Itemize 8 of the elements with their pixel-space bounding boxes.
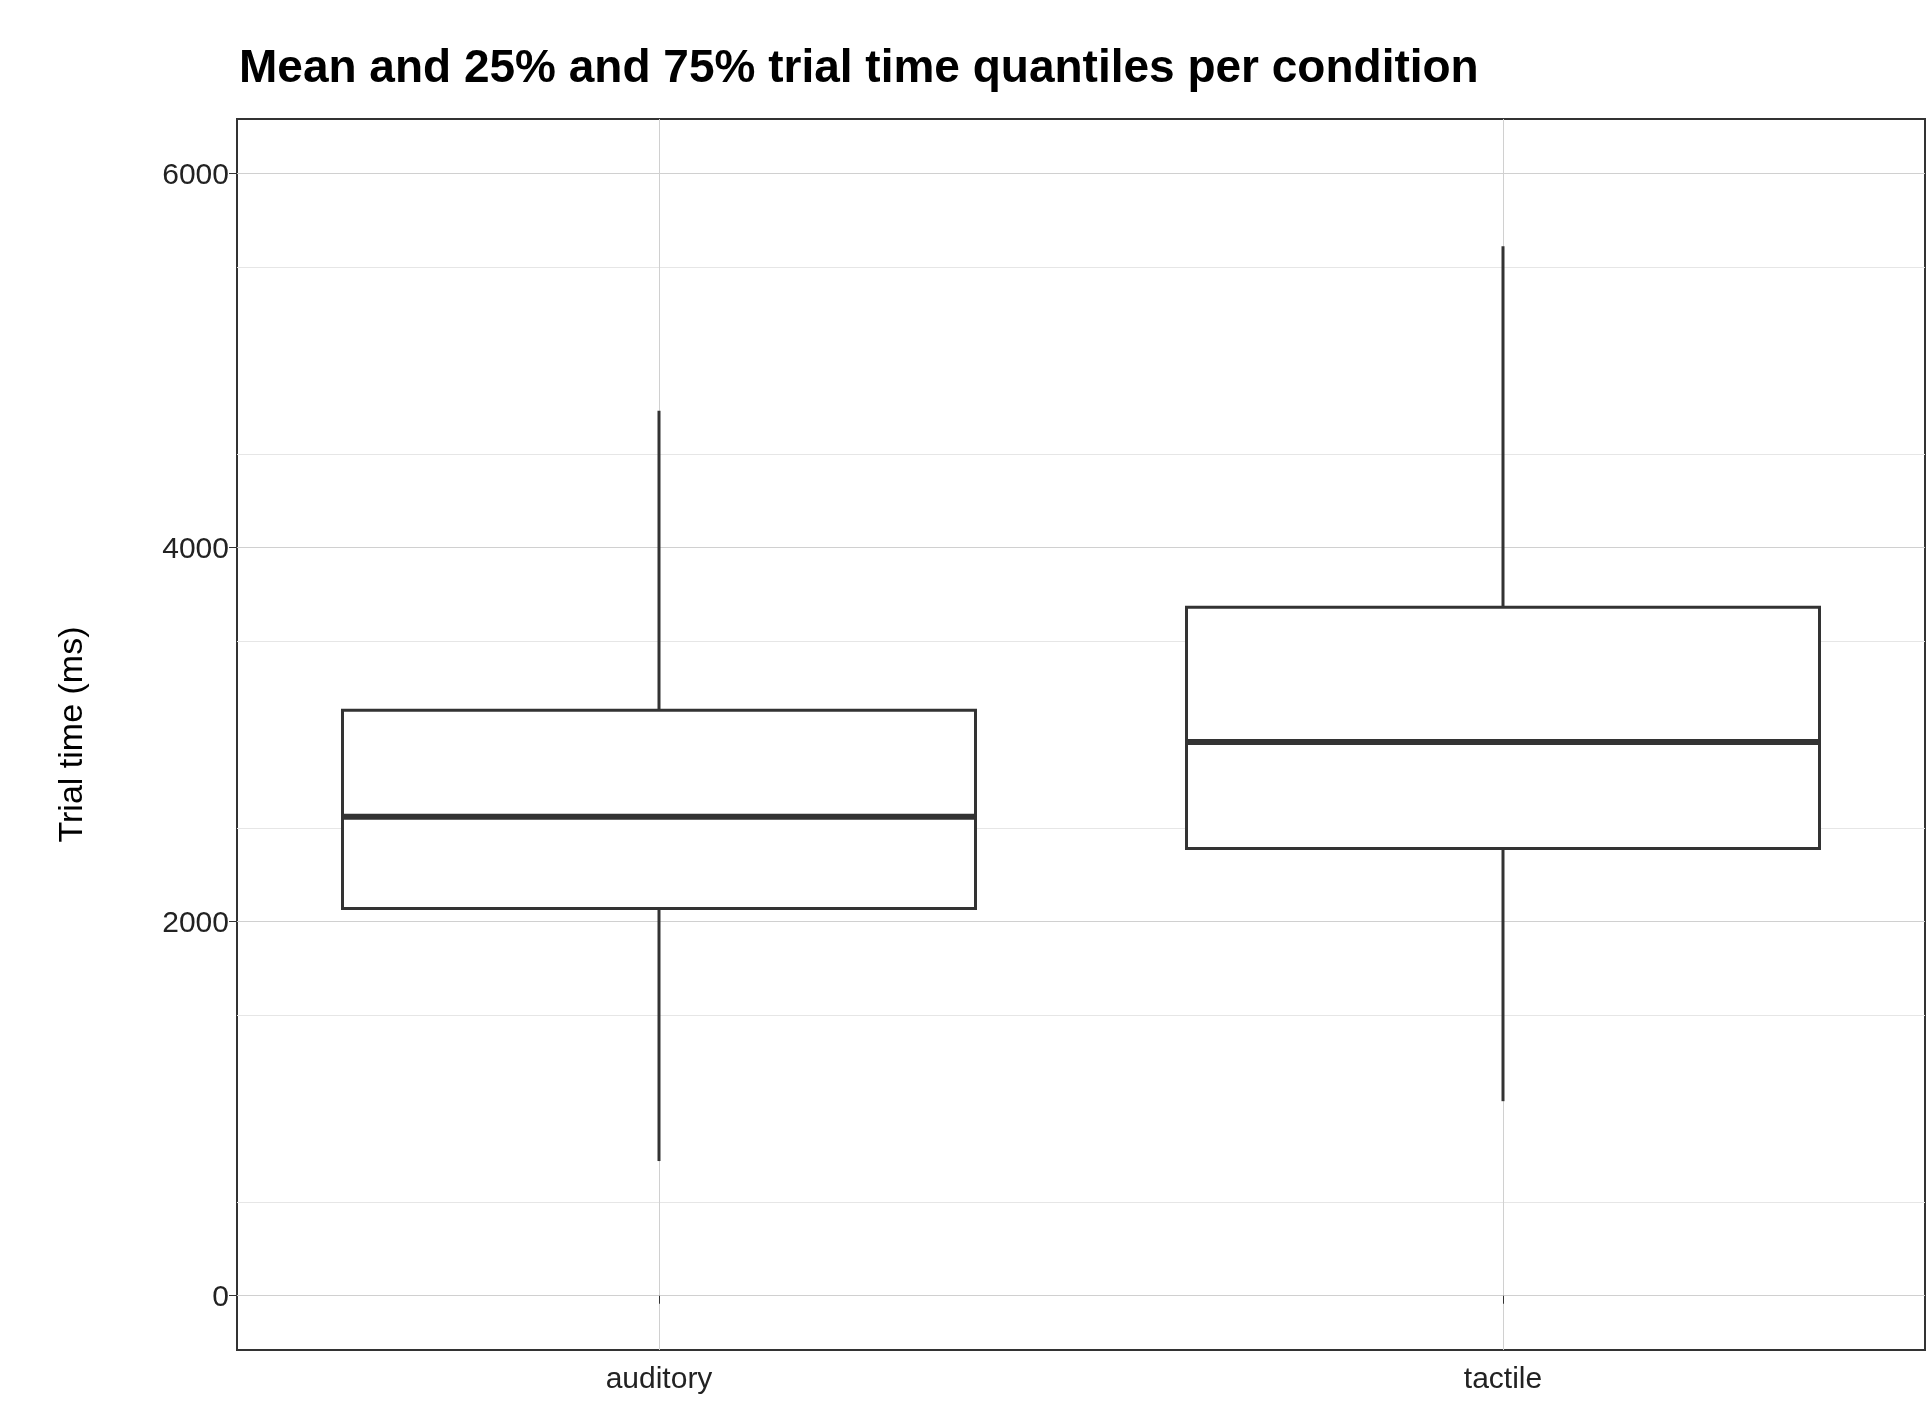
chart-title: Mean and 25% and 75% trial time quantiles per condition [239,40,1479,92]
y-tick-label: 0 [212,1279,229,1313]
y-tick-label: 4000 [162,530,229,564]
x-tick-label: tactile [1463,1360,1543,1394]
y-tick-label: 6000 [162,156,229,190]
y-tick-label: 2000 [162,905,229,939]
x-tick-label: auditory [605,1360,713,1394]
y-axis-title: Trial time (ms) [51,626,89,843]
